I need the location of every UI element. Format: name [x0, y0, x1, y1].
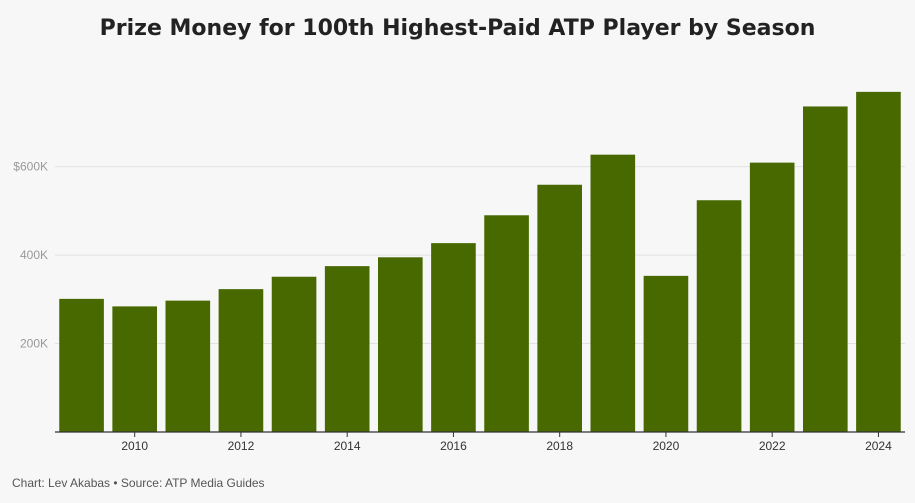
- bar-2024[interactable]: [856, 91, 901, 432]
- bar-2010[interactable]: [112, 306, 157, 432]
- x-tick-label: 2016: [440, 439, 467, 453]
- bar-2021[interactable]: [696, 200, 742, 432]
- x-tick-label: 2022: [759, 439, 786, 453]
- bar-2011[interactable]: [165, 300, 211, 432]
- x-tick-label: 2018: [546, 439, 573, 453]
- y-tick-label: 200K: [20, 337, 48, 351]
- bar-2023[interactable]: [803, 106, 848, 432]
- x-tick-label: 2012: [228, 439, 255, 453]
- x-tick-label: 2014: [334, 439, 361, 453]
- bar-2019[interactable]: [590, 154, 636, 432]
- bar-2018[interactable]: [537, 184, 582, 432]
- chart-title: Prize Money for 100th Highest-Paid ATP P…: [99, 16, 816, 41]
- x-tick-label: 2024: [865, 439, 892, 453]
- bar-2022[interactable]: [749, 162, 795, 432]
- x-tick-label: 2020: [653, 439, 680, 453]
- y-tick-label: $600K: [13, 160, 48, 174]
- bar-2009[interactable]: [59, 298, 104, 432]
- bar-2012[interactable]: [218, 289, 264, 432]
- bar-2014[interactable]: [324, 266, 370, 432]
- bar-2020[interactable]: [643, 275, 689, 432]
- chart-footer: Chart: Lev Akabas • Source: ATP Media Gu…: [12, 476, 265, 490]
- bar-2016[interactable]: [431, 243, 476, 432]
- y-tick-label: 400K: [20, 248, 48, 262]
- bar-2015[interactable]: [378, 257, 423, 432]
- bar-2013[interactable]: [271, 276, 317, 432]
- bar-chart: 200K 400K $600K 2010 2012 2014 2016 2018 2020 202…: [13, 91, 905, 453]
- x-tick-label: 2010: [121, 439, 148, 453]
- bar-2017[interactable]: [484, 215, 529, 432]
